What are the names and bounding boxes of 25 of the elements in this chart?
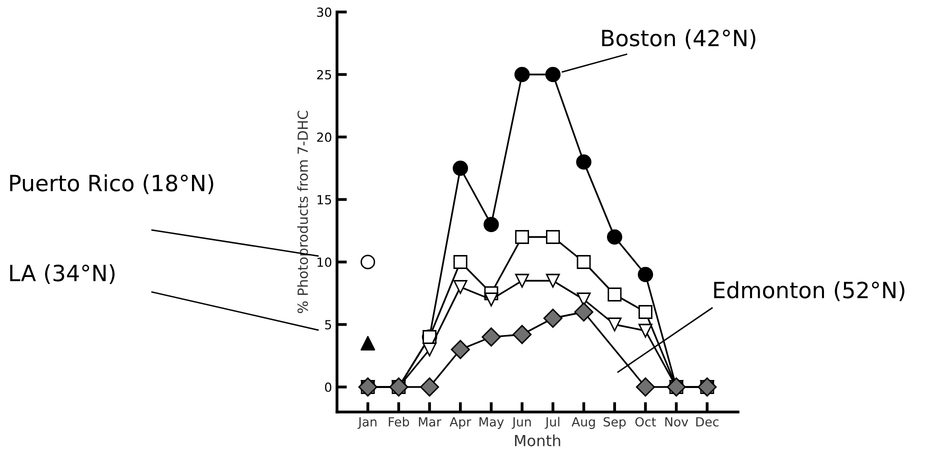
x-tick-label: Aug [572,417,595,429]
y-tick-label: 0 [325,382,332,392]
annotation: Boston (42°N) [602,29,756,50]
x-tick-label: Oct [635,417,656,427]
y-tick-label: 5 [325,320,332,330]
y-axis-title: % Photoproducts from 7-DHC [297,110,311,314]
x-axis-title: Month [515,434,560,446]
x-tick-label: Sep [604,417,626,429]
x-tick-label: Feb [388,416,410,427]
x-tick-label: Jan [358,417,376,429]
y-tick-label: 30 [317,7,332,17]
y-tick-label: 10 [318,257,332,267]
annotation: Edmonton (52°N) [714,281,904,302]
x-tick-label: Mar [418,417,442,427]
x-tick-label: Jul [544,416,560,429]
x-tick-label: Dec [696,417,718,427]
x-tick-label: Jun [512,417,531,429]
text: LA (34°N) [10,264,115,284]
y-tick-label: 25 [317,70,332,80]
x-tick-label: Apr [450,417,472,429]
x-tick-label: May [480,417,504,429]
text: Puerto Rico (18°N) [10,174,214,194]
x-tick-label: Nov [665,417,688,427]
y-tick-label: 20 [317,132,332,142]
y-tick-label: 15 [318,195,332,204]
